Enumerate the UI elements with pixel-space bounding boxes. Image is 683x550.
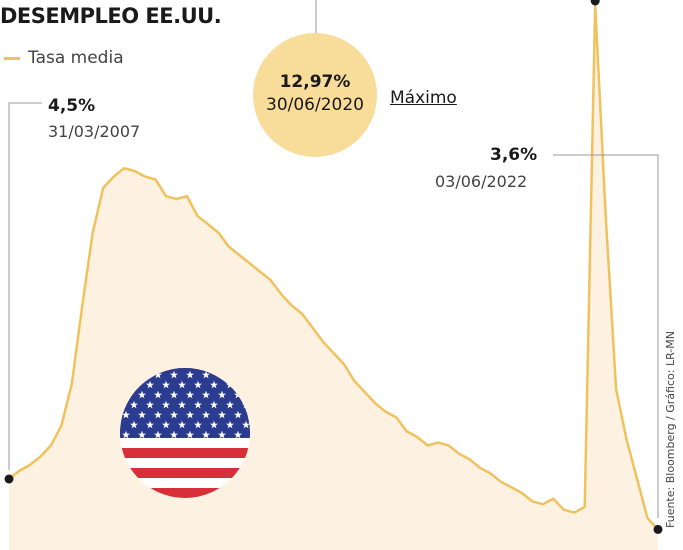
flag-star — [202, 410, 210, 419]
flag-star — [210, 420, 218, 429]
flag-star — [170, 370, 178, 379]
flag-star — [146, 420, 154, 429]
flag-star — [218, 430, 226, 439]
flag-star — [138, 430, 146, 439]
flag-star — [122, 430, 130, 439]
flag-star — [162, 400, 170, 409]
flag-star — [146, 400, 154, 409]
chart-title: DESEMPLEO EE.UU. — [0, 4, 222, 28]
max-date: 30/06/2020 — [266, 95, 364, 115]
flag-star — [178, 400, 186, 409]
legend-label: Tasa media — [28, 48, 124, 68]
flag-stripe — [120, 458, 250, 469]
flag-star — [242, 420, 250, 429]
flag-star — [186, 390, 194, 399]
flag-stripe — [120, 478, 250, 489]
flag-star — [122, 410, 130, 419]
flag-stripe — [120, 448, 250, 459]
max-value: 12,97% — [279, 72, 351, 92]
max-label: Máximo — [390, 88, 457, 108]
flag-star — [186, 430, 194, 439]
start-leader — [8, 102, 42, 470]
end-marker — [653, 524, 663, 534]
flag-star — [234, 430, 242, 439]
flag-star — [202, 390, 210, 399]
flag-star — [186, 370, 194, 379]
flag-star — [170, 430, 178, 439]
flag-star — [226, 420, 234, 429]
flag-stripe — [120, 488, 250, 498]
flag-star — [138, 410, 146, 419]
legend: Tasa media — [4, 48, 124, 68]
flag-star — [178, 420, 186, 429]
flag-star — [194, 400, 202, 409]
end-value: 3,6% — [490, 145, 538, 165]
flag-star — [194, 420, 202, 429]
flag-star — [194, 380, 202, 389]
flag-star — [210, 400, 218, 409]
flag-star — [146, 380, 154, 389]
flag-star — [210, 380, 218, 389]
flag-star — [234, 410, 242, 419]
flag-star — [162, 380, 170, 389]
legend-swatch — [4, 56, 20, 60]
flag-star — [162, 420, 170, 429]
annotation-leaders — [8, 0, 659, 518]
source-note: Fuente: Bloomberg / Gráfico: LR-MN — [664, 331, 677, 528]
flag-star — [170, 390, 178, 399]
flag-star — [130, 400, 138, 409]
flag-star — [178, 380, 186, 389]
flag-star — [154, 370, 162, 379]
flag-star — [138, 390, 146, 399]
flag-star — [170, 410, 178, 419]
flag-star — [226, 400, 234, 409]
max-highlight-circle — [253, 33, 377, 157]
start-marker — [4, 474, 14, 484]
flag-star — [154, 430, 162, 439]
us-flag-icon — [120, 368, 250, 498]
flag-star — [218, 410, 226, 419]
end-date: 03/06/2022 — [435, 172, 528, 191]
flag-star — [130, 420, 138, 429]
flag-stripe — [120, 438, 250, 449]
flag-stripe — [120, 468, 250, 479]
flag-star — [218, 390, 226, 399]
start-value: 4,5% — [48, 96, 96, 116]
flag-star — [202, 370, 210, 379]
start-date: 31/03/2007 — [48, 122, 141, 141]
flag-star — [202, 430, 210, 439]
max-marker — [590, 0, 600, 6]
end-leader — [553, 154, 659, 518]
flag-star — [154, 390, 162, 399]
rate-line — [8, 3, 659, 531]
flag-star — [186, 410, 194, 419]
flag-star — [154, 410, 162, 419]
